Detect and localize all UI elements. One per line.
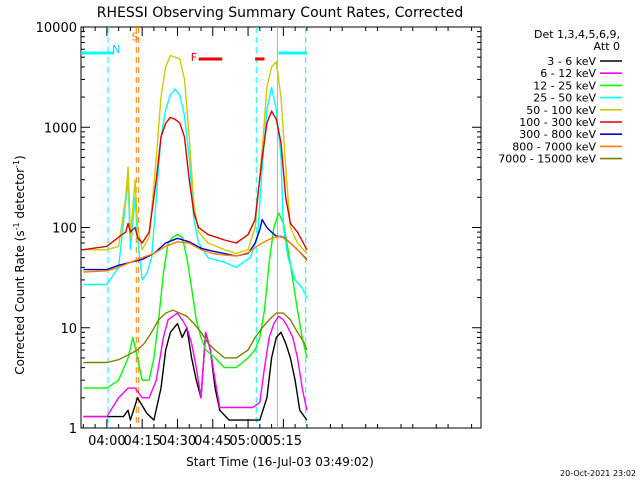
legend-entry-label: 3 - 6 keV — [547, 55, 596, 68]
series-line — [83, 309, 308, 364]
y-tick-label: 1 — [69, 422, 77, 437]
y-axis-label-mid: detector — [13, 168, 27, 223]
series-line — [83, 235, 308, 273]
legend-entry-label: 12 - 25 keV — [533, 79, 596, 92]
series-line — [83, 312, 308, 418]
x-tick-label: 04:15 — [123, 434, 160, 449]
flag-label: S — [132, 31, 139, 44]
legend-entry-label: 800 - 7000 keV — [512, 140, 596, 153]
plot-area: 1 10 100 1000 10000 04:0004:1504:3004:4505:00… — [36, 21, 482, 449]
y-axis-label-sup1: -1 — [12, 222, 21, 230]
footer-timestamp: 20-Oct-2021 23:02 — [560, 469, 636, 478]
x-tick-label: 04:00 — [88, 434, 125, 449]
series-line — [83, 54, 308, 255]
legend-entry-label: 6 - 12 keV — [540, 67, 596, 80]
x-tick-label: 05:00 — [229, 434, 266, 449]
flag-label: F — [191, 51, 197, 64]
x-tick-label: 04:30 — [159, 434, 196, 449]
chart-title: RHESSI Observing Summary Count Rates, Co… — [97, 5, 463, 21]
y-axis-label-main: Corrected Count Rate (s — [13, 230, 27, 374]
y-tick-label: 100 — [52, 222, 77, 237]
legend-entry-label: 25 - 50 keV — [533, 92, 596, 105]
series-line — [83, 110, 308, 251]
legend-entry-label: 7000 - 15000 keV — [498, 153, 596, 166]
flag-label: N — [112, 43, 120, 56]
y-tick-label: 10000 — [36, 21, 77, 36]
legend-header-line-1: Det 1,3,4,5,6,9, — [534, 28, 620, 41]
y-axis-label-end: ) — [13, 155, 27, 160]
legend-entry-label: 300 - 800 keV — [519, 128, 596, 141]
legend-entry-label: 50 - 100 keV — [526, 104, 596, 117]
series-line — [83, 86, 308, 298]
y-axis-label-sup2: -1 — [12, 160, 21, 168]
legend-header-line-2: Att 0 — [594, 40, 620, 53]
x-tick-label: 05:15 — [265, 434, 302, 449]
legend-entry-label: 100 - 300 keV — [519, 116, 596, 129]
y-tick-label: 1000 — [44, 121, 77, 136]
y-axis-label: Corrected Count Rate (s-1 detector-1) — [12, 155, 27, 374]
x-axis-label: Start Time (16-Jul-03 03:49:02) — [186, 455, 374, 469]
y-tick-label: 10 — [60, 322, 77, 337]
x-tick-label: 04:45 — [194, 434, 231, 449]
